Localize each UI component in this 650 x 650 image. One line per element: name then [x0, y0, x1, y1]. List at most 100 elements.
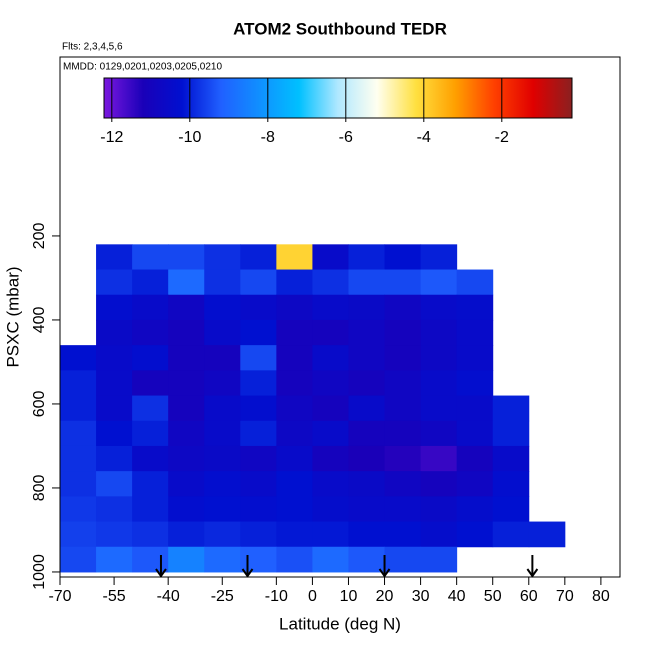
cell: [204, 319, 241, 346]
x-tick-label: 60: [520, 588, 538, 605]
arrow: [378, 555, 391, 578]
cell: [312, 269, 349, 296]
cell: [240, 546, 277, 573]
cell: [168, 370, 205, 397]
cell: [384, 244, 422, 271]
cell: [132, 319, 169, 346]
x-tick-label: 0: [308, 588, 317, 605]
cell: [420, 269, 458, 296]
colorbar-tick-label: -2: [495, 129, 509, 146]
cell: [204, 496, 241, 523]
cell: [312, 345, 349, 371]
cell: [132, 521, 169, 548]
cell: [60, 445, 97, 472]
colorbar-tick-label: -10: [178, 129, 201, 146]
plot-frame: [59, 56, 621, 578]
cell: [96, 244, 133, 271]
cell: [420, 445, 458, 472]
cell: [276, 370, 313, 397]
arrow: [241, 555, 254, 578]
arrow-head: [526, 568, 539, 578]
cell: [312, 244, 349, 271]
colorbar: [103, 77, 573, 119]
y-axis-label: PSXC (mbar): [3, 266, 22, 367]
cell: [276, 521, 313, 548]
cell: [456, 294, 494, 321]
cell: [456, 395, 494, 422]
cell: [420, 521, 458, 548]
cell: [96, 445, 133, 472]
y-tick-label: 200: [31, 222, 48, 249]
cell: [492, 496, 530, 523]
cell: [204, 521, 241, 548]
cell: [96, 294, 133, 321]
colorbar-tick-label: -6: [339, 129, 353, 146]
cell: [348, 345, 386, 371]
cell: [312, 370, 349, 397]
arrow: [526, 555, 539, 578]
cell: [96, 269, 133, 296]
cell: [420, 496, 458, 523]
cell: [168, 521, 205, 548]
cell: [348, 546, 386, 573]
cell: [276, 244, 313, 271]
cell: [204, 546, 241, 573]
cell: [456, 471, 494, 497]
cell: [276, 471, 313, 497]
cell: [132, 370, 169, 397]
cell: [240, 395, 277, 422]
cell: [168, 420, 205, 447]
cell: [312, 445, 349, 472]
arrow-head: [241, 568, 254, 578]
cell: [492, 395, 530, 422]
x-tick-label: 10: [340, 588, 358, 605]
cell: [204, 244, 241, 271]
cell: [456, 345, 494, 371]
cell: [96, 521, 133, 548]
x-tick-label: 80: [592, 588, 610, 605]
cell: [492, 471, 530, 497]
cell: [420, 395, 458, 422]
cell: [276, 345, 313, 371]
cell: [276, 395, 313, 422]
cell: [384, 445, 422, 472]
cell: [492, 521, 530, 548]
cell: [96, 420, 133, 447]
cell: [96, 496, 133, 523]
cell: [276, 420, 313, 447]
cell: [456, 521, 494, 548]
cell: [96, 471, 133, 497]
cell: [132, 244, 169, 271]
cell: [348, 521, 386, 548]
cell: [420, 244, 458, 271]
cell: [204, 370, 241, 397]
chart-title: ATOM2 Southbound TEDR: [233, 19, 447, 38]
x-tick-label: -25: [211, 588, 234, 605]
cell: [204, 345, 241, 371]
cell: [276, 445, 313, 472]
cell: [240, 319, 277, 346]
cell: [204, 269, 241, 296]
cell: [204, 420, 241, 447]
cell: [348, 269, 386, 296]
cell: [240, 521, 277, 548]
cell: [132, 546, 169, 573]
cell: [312, 496, 349, 523]
cell: [132, 395, 169, 422]
cell: [384, 420, 422, 447]
cell: [96, 370, 133, 397]
x-tick-label: -40: [157, 588, 180, 605]
cell: [96, 319, 133, 346]
cell: [240, 269, 277, 296]
colorbar-tick-label: -12: [100, 129, 123, 146]
cell: [528, 521, 566, 548]
cell: [348, 420, 386, 447]
cell: [348, 445, 386, 472]
cell: [132, 445, 169, 472]
cell: [384, 521, 422, 548]
cell: [168, 496, 205, 523]
arrow: [155, 555, 167, 578]
cell: [276, 496, 313, 523]
cell: [492, 420, 530, 447]
cell: [276, 269, 313, 296]
